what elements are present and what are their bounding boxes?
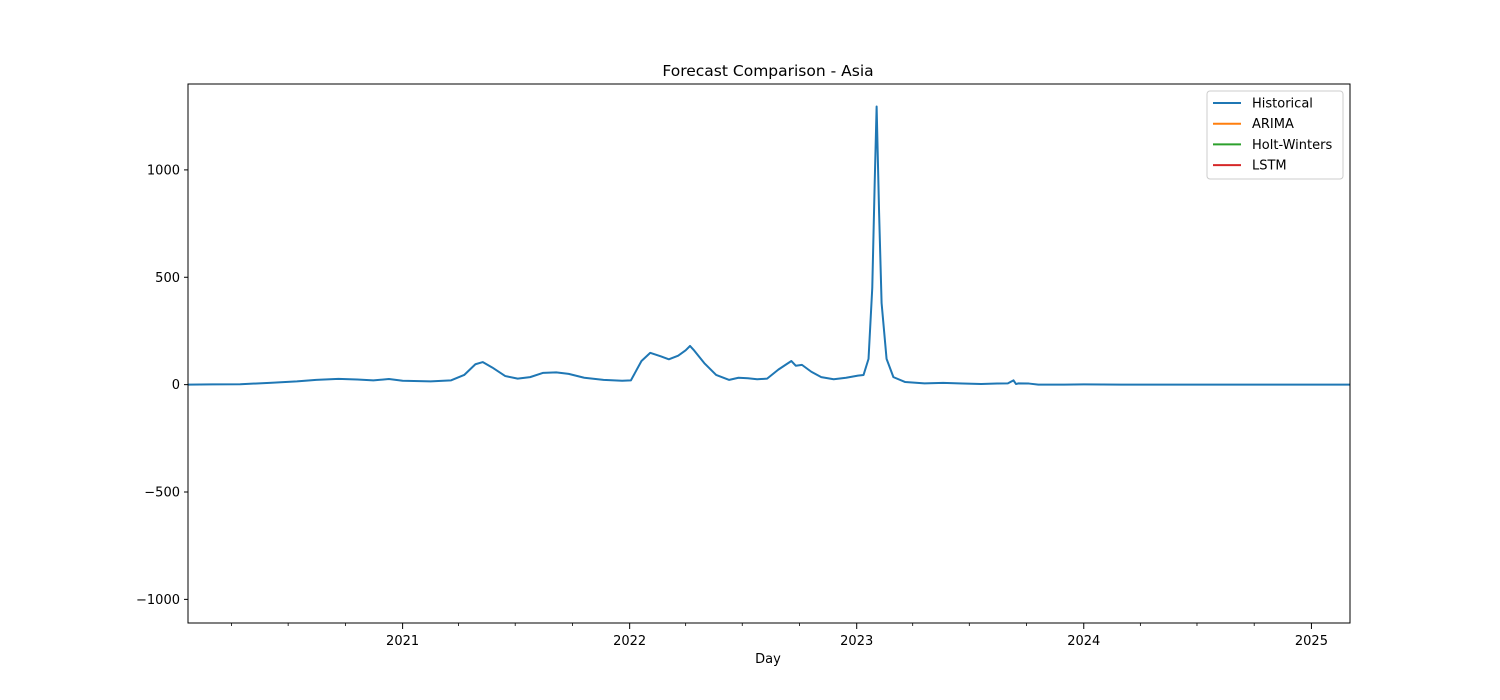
legend-label: Historical <box>1252 97 1313 112</box>
plot-area <box>188 105 1350 386</box>
legend-label: Holt-Winters <box>1252 138 1332 153</box>
legend: Historical ARIMA Holt-Winters LSTM <box>1206 90 1344 180</box>
axes: 1000 500 0 −500 −1000 2021 2022 2023 2024 2025 <box>136 83 1351 649</box>
legend-label: LSTM <box>1252 159 1287 174</box>
y-tick-label: −1000 <box>136 593 180 608</box>
x-tick-label: 2021 <box>386 634 419 649</box>
legend-box <box>1206 90 1344 180</box>
series-line-historical <box>188 105 1350 386</box>
x-tick-label: 2023 <box>840 634 873 649</box>
x-tick-label: 2024 <box>1067 634 1100 649</box>
x-tick-label: 2022 <box>613 634 646 649</box>
y-tick-label: 1000 <box>147 163 180 178</box>
x-axis-label: Day <box>755 652 781 667</box>
axes-frame <box>187 83 1351 624</box>
y-tick-label: 500 <box>155 271 180 286</box>
legend-label: ARIMA <box>1252 117 1294 132</box>
x-tick-label: 2025 <box>1295 634 1328 649</box>
chart-title: Forecast Comparison - Asia <box>662 62 873 80</box>
y-tick-label: −500 <box>144 486 180 501</box>
y-tick-label: 0 <box>172 378 180 393</box>
